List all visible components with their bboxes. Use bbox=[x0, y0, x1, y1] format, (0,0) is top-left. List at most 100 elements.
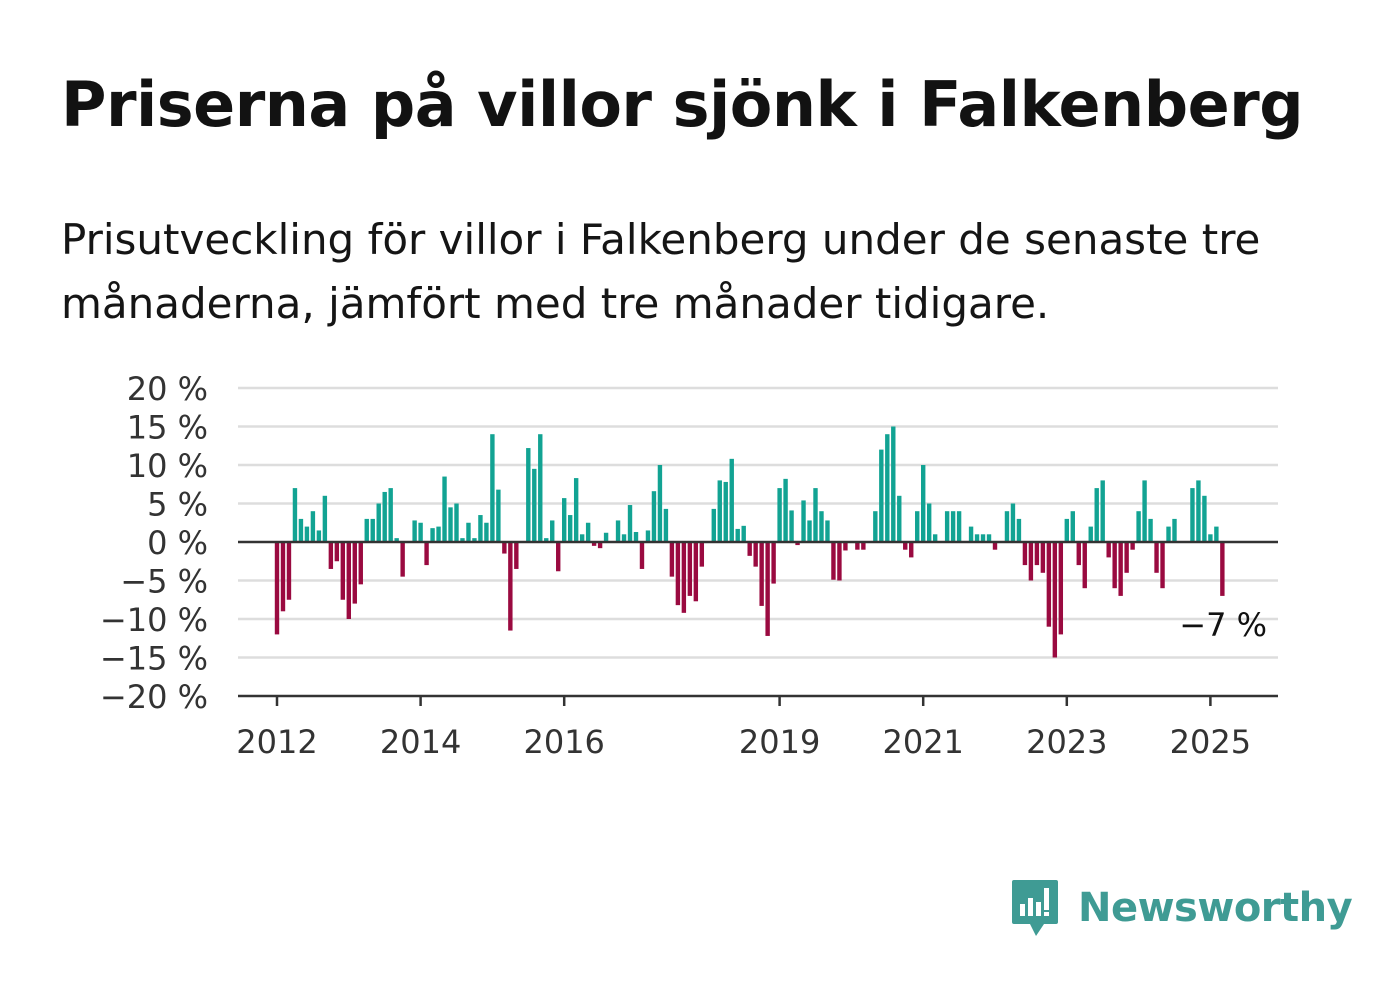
bar bbox=[1106, 542, 1111, 558]
page-subtitle: Prisutveckling för villor i Falkenberg u… bbox=[61, 215, 1261, 328]
bar bbox=[627, 505, 633, 542]
bar bbox=[1004, 511, 1010, 542]
bar bbox=[585, 522, 591, 542]
bar bbox=[346, 542, 351, 619]
bar bbox=[1202, 495, 1207, 542]
x-tick-label: 2016 bbox=[523, 723, 604, 761]
bar bbox=[675, 542, 681, 606]
y-tick-label: −15 % bbox=[100, 640, 208, 678]
bar bbox=[1094, 488, 1099, 542]
bar bbox=[855, 542, 860, 550]
bar bbox=[1052, 542, 1058, 658]
bar bbox=[777, 488, 782, 542]
bar bbox=[286, 542, 292, 600]
bar bbox=[478, 515, 483, 542]
bar bbox=[909, 542, 914, 558]
bar bbox=[1136, 511, 1141, 542]
bar bbox=[813, 488, 818, 542]
bar bbox=[843, 542, 848, 551]
bar bbox=[771, 542, 776, 584]
bar bbox=[765, 542, 770, 636]
bar bbox=[304, 526, 310, 542]
bar bbox=[579, 534, 585, 542]
bar bbox=[783, 478, 788, 542]
bar bbox=[735, 528, 740, 542]
x-tick-label: 2012 bbox=[236, 723, 317, 761]
bar bbox=[448, 507, 453, 542]
bar bbox=[1130, 542, 1135, 550]
bar bbox=[819, 511, 824, 542]
bar bbox=[591, 542, 597, 546]
bar bbox=[490, 434, 495, 542]
bar bbox=[1088, 526, 1093, 542]
x-tick-label: 2023 bbox=[1026, 723, 1107, 761]
bar bbox=[693, 542, 699, 602]
y-tick-label: 0 % bbox=[147, 524, 208, 562]
bar bbox=[1046, 542, 1052, 627]
bar bbox=[1082, 542, 1087, 589]
bar bbox=[532, 468, 537, 542]
bar bbox=[1166, 526, 1171, 542]
bar bbox=[364, 518, 369, 542]
bar bbox=[1028, 542, 1034, 581]
bar bbox=[932, 534, 938, 542]
bar bbox=[789, 510, 794, 542]
y-tick-label: 15 % bbox=[127, 409, 208, 447]
last-value-label: −7 % bbox=[1179, 606, 1267, 644]
bar bbox=[388, 488, 393, 542]
y-tick-label: −20 % bbox=[100, 678, 208, 716]
bar bbox=[436, 526, 441, 542]
bar bbox=[992, 542, 998, 550]
bar bbox=[370, 518, 375, 542]
bar bbox=[418, 522, 423, 542]
bar bbox=[956, 511, 962, 542]
bar bbox=[298, 518, 304, 542]
bar bbox=[514, 542, 519, 569]
bar bbox=[1142, 480, 1147, 542]
bar bbox=[394, 538, 399, 542]
bar bbox=[430, 528, 435, 542]
bar bbox=[885, 434, 890, 542]
price-change-bar-chart: 20 %15 %10 %5 %0 %−5 %−10 %−15 %−20 % 201… bbox=[100, 370, 1278, 761]
bar bbox=[502, 542, 507, 554]
bar bbox=[681, 542, 687, 613]
bar bbox=[597, 542, 603, 549]
bar bbox=[837, 542, 842, 581]
bar bbox=[747, 542, 752, 556]
bar bbox=[1208, 534, 1213, 542]
bar bbox=[1190, 488, 1195, 542]
bar bbox=[310, 511, 316, 542]
bar bbox=[1010, 503, 1016, 542]
bar bbox=[729, 458, 734, 542]
x-tick-label: 2021 bbox=[882, 723, 963, 761]
bar bbox=[926, 503, 932, 542]
bar bbox=[274, 542, 280, 635]
y-tick-label: −5 % bbox=[120, 563, 208, 601]
bar bbox=[891, 426, 896, 542]
bar bbox=[484, 522, 489, 542]
bar bbox=[544, 538, 549, 542]
bar bbox=[1076, 542, 1081, 566]
bar bbox=[556, 542, 561, 572]
bar bbox=[825, 520, 830, 542]
bar-chart-speech-bubble-icon bbox=[1012, 880, 1058, 936]
bar bbox=[663, 508, 669, 542]
bar bbox=[412, 520, 417, 542]
bar bbox=[1196, 480, 1201, 542]
bar bbox=[358, 542, 363, 585]
bar bbox=[376, 503, 381, 542]
bar bbox=[903, 542, 908, 550]
bar bbox=[442, 476, 447, 542]
bar bbox=[460, 538, 465, 542]
newsworthy-logo: Newsworthy bbox=[1010, 878, 1353, 938]
bar bbox=[645, 530, 651, 542]
bar bbox=[980, 534, 986, 542]
bar bbox=[352, 542, 357, 604]
bar bbox=[322, 495, 328, 542]
bar bbox=[1172, 518, 1177, 542]
bar bbox=[1154, 542, 1159, 573]
bar bbox=[753, 542, 758, 567]
bar bbox=[915, 511, 920, 542]
bar bbox=[573, 478, 579, 542]
bar bbox=[795, 542, 800, 546]
